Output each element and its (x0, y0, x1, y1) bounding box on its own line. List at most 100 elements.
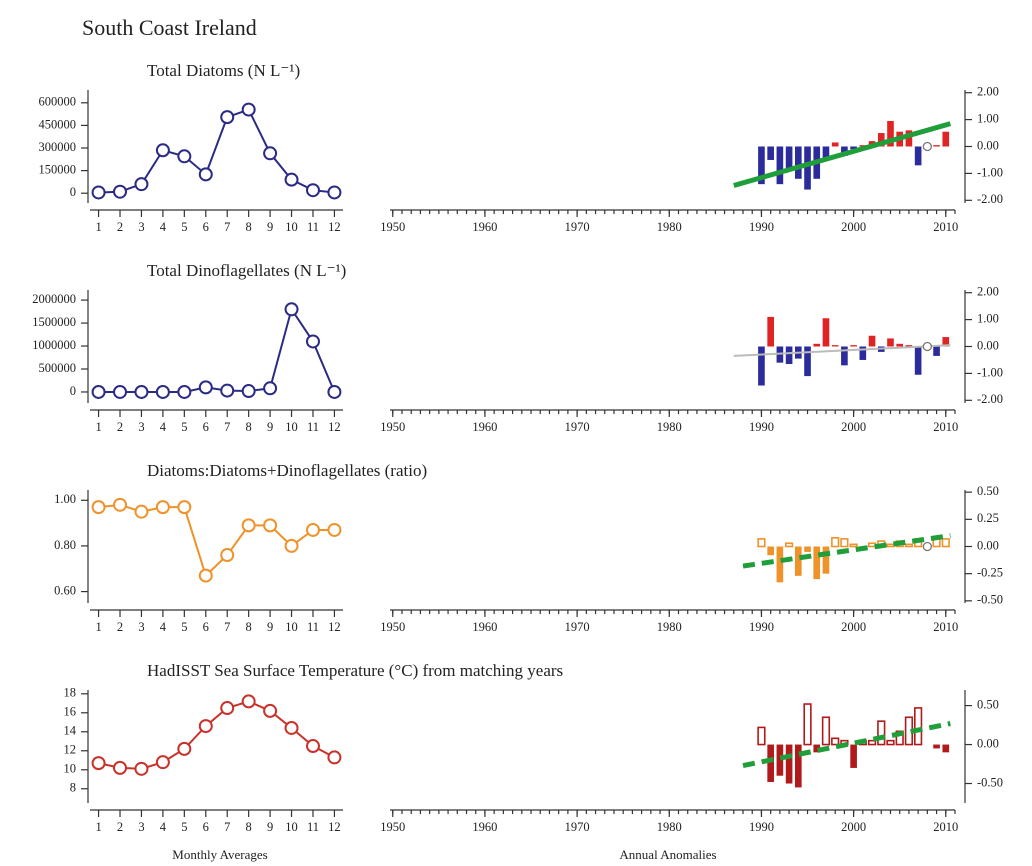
data-point (263, 146, 278, 161)
y-tick-label: -0.50 (977, 593, 1003, 607)
bar (840, 538, 849, 548)
x-tick-label: 6 (203, 620, 209, 634)
x-tick-label: 7 (224, 620, 230, 634)
bar (904, 543, 914, 548)
x-tick-label: 1960 (472, 620, 497, 634)
bar (877, 133, 885, 147)
data-point (305, 522, 320, 537)
bar (785, 346, 793, 364)
bar (758, 346, 765, 386)
x-tick-label: 5 (181, 820, 187, 834)
x-tick-label: 6 (203, 220, 209, 234)
data-point (198, 380, 213, 395)
missing-year-marker (922, 541, 932, 552)
panel-title: Diatoms:Diatoms+Dinoflagellates (ratio) (147, 461, 427, 480)
x-tick-label: 2 (117, 620, 123, 634)
bar (914, 146, 922, 166)
bar (813, 343, 821, 347)
x-tick-label: 11 (307, 820, 319, 834)
x-tick-label: 1970 (565, 620, 590, 634)
bar (914, 346, 922, 375)
x-tick-label: 1990 (749, 620, 774, 634)
y-tick-label: 0.00 (977, 538, 999, 552)
x-tick-label: 7 (224, 820, 230, 834)
x-tick-label: 3 (138, 220, 144, 234)
data-line (98, 700, 335, 770)
x-tick-label: 1980 (657, 620, 682, 634)
panel-title: Total Dinoflagellates (N L⁻¹) (147, 261, 346, 280)
x-tick-label: 8 (246, 420, 252, 434)
bar (942, 131, 950, 147)
x-tick-label: 6 (203, 420, 209, 434)
x-tick-label: 7 (224, 220, 230, 234)
x-tick-label: 11 (307, 620, 319, 634)
data-point (155, 755, 170, 770)
x-tick-label: 4 (160, 220, 167, 234)
x-tick-label: 11 (307, 420, 319, 434)
left-footer: Monthly Averages (172, 847, 267, 862)
bar (794, 744, 802, 788)
bar (794, 146, 802, 179)
data-point (134, 761, 149, 776)
x-tick-label: 1990 (749, 820, 774, 834)
x-tick-label: 12 (328, 620, 341, 634)
bar (887, 120, 894, 147)
bar (859, 346, 867, 360)
x-tick-label: 1990 (749, 220, 774, 234)
y-tick-label: -0.25 (977, 566, 1003, 580)
data-point (91, 500, 106, 515)
y-tick-label: -2.00 (977, 192, 1003, 206)
bar (831, 537, 840, 548)
bar (868, 335, 876, 347)
y-tick-label: 2.00 (977, 85, 999, 99)
y-tick-label: 450000 (39, 117, 77, 131)
x-tick-label: 3 (138, 820, 144, 834)
bar (767, 546, 774, 556)
bar (758, 146, 765, 185)
data-point (305, 183, 320, 198)
bar (905, 130, 913, 147)
y-tick-label: 16 (64, 705, 77, 719)
data-point (241, 694, 256, 709)
x-tick-label: 8 (246, 620, 252, 634)
x-tick-label: 2 (117, 220, 123, 234)
data-point (220, 110, 235, 125)
bar (942, 337, 950, 347)
x-tick-label: 12 (328, 220, 341, 234)
x-tick-label: 1960 (472, 420, 497, 434)
data-point (263, 518, 278, 533)
right-footer: Annual Anomalies (619, 847, 716, 862)
trend-line (733, 344, 951, 357)
y-tick-label: 8 (70, 781, 76, 795)
data-point (198, 719, 213, 734)
x-tick-label: 11 (307, 220, 319, 234)
bar (849, 543, 858, 548)
y-tick-label: 1.00 (54, 492, 76, 506)
bar (813, 546, 821, 580)
bar (831, 737, 840, 746)
x-tick-label: 2010 (933, 620, 958, 634)
bar (804, 546, 811, 552)
bar (785, 146, 793, 169)
x-tick-label: 5 (181, 620, 187, 634)
x-tick-label: 10 (285, 220, 298, 234)
y-tick-label: 2000000 (32, 292, 76, 306)
data-point (263, 381, 278, 396)
bar (896, 343, 904, 347)
y-tick-label: 0.25 (977, 511, 999, 525)
bar (813, 744, 821, 753)
data-point (327, 522, 342, 537)
x-tick-label: 10 (285, 820, 298, 834)
y-tick-label: 600000 (39, 95, 77, 109)
data-point (113, 497, 128, 512)
bar (905, 345, 913, 347)
y-tick-label: 1500000 (32, 315, 76, 329)
x-tick-label: 2010 (933, 420, 958, 434)
trend-line (742, 533, 951, 569)
y-tick-label: 0 (70, 384, 76, 398)
data-point (305, 739, 320, 754)
x-tick-label: 1950 (380, 220, 405, 234)
data-point (241, 518, 256, 533)
bar (785, 744, 793, 784)
y-tick-label: 500000 (39, 361, 77, 375)
